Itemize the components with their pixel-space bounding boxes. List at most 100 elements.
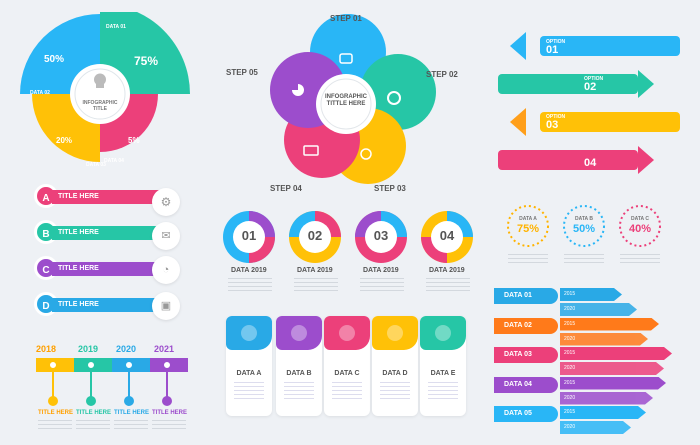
horizontal-bars: DATA 01 2015 2020 DATA 02 2015 2020 DATA 03 201… (494, 288, 678, 438)
value-75: 75% (134, 54, 159, 68)
gear-icon: ⚙ (152, 188, 180, 216)
ring-c-value: 40% (628, 223, 652, 235)
bar-5-2015: 2015 (560, 406, 646, 419)
donut-02-number: 02 (307, 228, 323, 243)
timeline-title-2020: TITLE HERE (114, 410, 150, 416)
ring-a-label: DATA A (519, 216, 537, 222)
donut-02-label: DATA 2019 (297, 267, 333, 274)
bulb-icon (360, 148, 372, 160)
segment-data-right (100, 4, 190, 94)
pie-chart-icon (339, 325, 355, 341)
option-02-arrow-icon (638, 70, 654, 98)
bulb-icon (241, 325, 257, 341)
step-04-label: STEP 04 (270, 184, 302, 193)
card-data-c: DATA C (324, 316, 370, 416)
year-timeline: 2018 2019 2020 2021 TITLE HERE TITLE HER… (36, 340, 188, 440)
card-data-d: DATA D (372, 316, 418, 416)
radial-infographic: INFOGRAPHIC TITLE 50% 75% 20% 5% DATA 01… (18, 4, 198, 182)
step-03-label: STEP 03 (374, 184, 406, 193)
option-01-arrow-icon (510, 32, 526, 60)
timeline-dot-2019 (86, 360, 96, 370)
option-02 (498, 74, 638, 94)
bar-2-2015: 2015 (560, 318, 659, 331)
bar-2-2020: 2020 (560, 333, 648, 346)
label-data-02: DATA 02 (30, 90, 50, 96)
cycle-center (316, 74, 376, 134)
gear-icon (435, 325, 451, 341)
value-20: 20% (56, 136, 73, 145)
option-04-number: 04 (584, 157, 597, 169)
donut-04-number: 04 (439, 228, 455, 243)
pie-chart-icon (292, 84, 304, 96)
letter-d-title: TITLE HERE (52, 298, 170, 312)
percent-rings: DATA A 75% DATA B 50% DATA C 40% (504, 202, 684, 272)
timeline-dot-2018 (48, 360, 58, 370)
timeline-title-2021: TITLE HERE (152, 410, 188, 416)
card-data-b: DATA B (276, 316, 322, 416)
donut-01-label: DATA 2019 (231, 267, 267, 274)
ring-c-label: DATA C (631, 216, 649, 222)
ring-a-value: 75% (516, 223, 540, 235)
year-2019: 2019 (78, 344, 99, 354)
timeline-title-2019: TITLE HERE (76, 410, 112, 416)
cycle-diagram (270, 14, 436, 184)
donut-04-text-lines (426, 278, 470, 292)
ring-b-label: DATA B (575, 216, 593, 222)
option-04 (498, 150, 638, 170)
donut-03-number: 03 (373, 228, 389, 243)
option-01-number: 01 (546, 44, 559, 56)
option-03 (540, 112, 680, 132)
timeline-dot-2020 (124, 360, 134, 370)
bar-label-1: DATA 01 (494, 288, 558, 304)
bar-4-2015: 2015 (560, 377, 666, 390)
options-list: OPTION 01 OPTION 02 OPTION 03 04 (496, 30, 686, 180)
radial-title: INFOGRAPHIC TITLE (82, 100, 118, 112)
bar-3-2020: 2020 (560, 362, 664, 375)
option-03-arrow-icon (510, 108, 526, 136)
option-01-label: OPTION (546, 39, 566, 45)
radial-chart (20, 4, 190, 162)
option-03-number: 03 (546, 119, 559, 131)
letter-a-title: TITLE HERE (52, 190, 170, 204)
donut-02-text-lines (294, 278, 338, 292)
chat-icon (339, 53, 353, 64)
chat-icon: ✉ (152, 222, 180, 250)
bar-4-2020: 2020 (560, 392, 653, 405)
donut-01-text-lines (228, 278, 272, 292)
bar-1-2015: 2015 (560, 288, 622, 301)
letter-c-title: TITLE HERE (52, 262, 170, 276)
option-02-number: 02 (584, 81, 597, 93)
bar-1-2020: 2020 (560, 303, 637, 316)
label-data-03: DATA 03 (86, 162, 106, 168)
bar-label-2: DATA 02 (494, 317, 558, 334)
donut-03-text-lines (360, 278, 404, 292)
card-data-e: DATA E (420, 316, 466, 416)
option-04-arrow-icon (638, 146, 654, 174)
donut-row: 01 02 03 04 DATA 2019 DATA 2019 DATA 201… (220, 205, 480, 300)
bar-label-5: DATA 05 (494, 406, 558, 422)
timeline-dot-2021 (162, 360, 172, 370)
value-50: 50% (44, 54, 65, 65)
chat-icon (387, 325, 403, 341)
cycle-title: INFOGRAPHIC TITTLE HERE (325, 94, 367, 107)
card-data-a: DATA A (226, 316, 272, 416)
ring-c-text-lines (620, 254, 660, 266)
year-2021: 2021 (154, 344, 175, 354)
donut-04-label: DATA 2019 (429, 267, 465, 274)
ring-b-text-lines (564, 254, 604, 266)
letter-b-title: TITLE HERE (52, 226, 170, 240)
label-data-04: DATA 04 (104, 158, 124, 164)
year-2018: 2018 (36, 344, 57, 354)
ring-charts (507, 205, 661, 247)
label-data-01: DATA 01 (106, 24, 126, 30)
donut-01-number: 01 (241, 228, 257, 243)
briefcase-icon: ▣ (152, 292, 180, 320)
step-01-label: STEP 01 (330, 14, 362, 23)
briefcase-icon (291, 325, 307, 341)
pie-chart-icon: ◔ (152, 256, 180, 284)
data-cards: DATA A DATA B DATA C DATA D DATA E (226, 316, 476, 420)
bar-5-2020: 2020 (560, 421, 631, 434)
radial-center (70, 64, 130, 124)
briefcase-icon (303, 145, 319, 156)
value-5: 5% (128, 136, 140, 145)
